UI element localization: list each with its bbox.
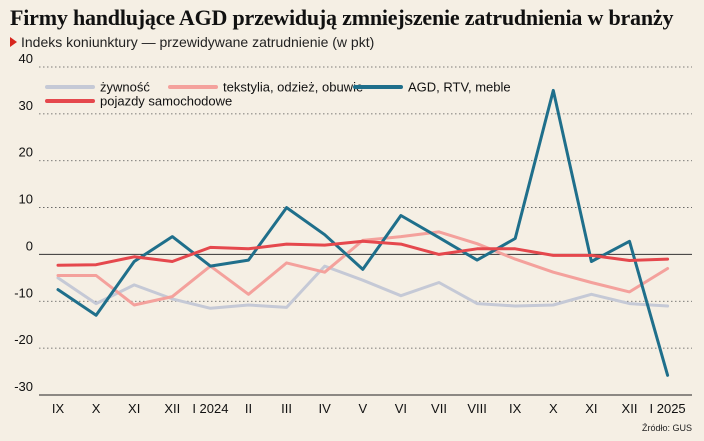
- x-tick-label: XI: [128, 401, 140, 416]
- y-axis-ticks: -30 -20 -10 0 10 20 30 40: [14, 51, 33, 394]
- chart-subtitle: Indeks koniunktury — przewidywane zatrud…: [10, 34, 374, 50]
- x-tick-label: X: [549, 401, 558, 416]
- x-tick-label: VIII: [467, 401, 487, 416]
- y-tick-label: 20: [19, 145, 33, 160]
- legend-label: żywność: [100, 80, 150, 95]
- legend-label: AGD, RTV, meble: [408, 80, 511, 95]
- y-tick-label: 40: [19, 51, 33, 66]
- x-tick-label: XII: [622, 401, 638, 416]
- x-tick-label: VII: [431, 401, 447, 416]
- chart-title: Firmy handlujące AGD przewidują zmniejsz…: [10, 5, 674, 30]
- x-tick-label: IV: [319, 401, 332, 416]
- x-tick-label: III: [281, 401, 292, 416]
- series-line-AGD: [56, 88, 670, 377]
- x-tick-label: I 2024: [192, 401, 228, 416]
- x-tick-label: IX: [509, 401, 522, 416]
- source-note: Źródło: GUS: [641, 423, 692, 433]
- y-tick-label: 0: [26, 238, 33, 253]
- subtitle-marker-icon: [10, 37, 17, 47]
- y-tick-label: 10: [19, 192, 33, 207]
- gridlines: [39, 66, 692, 396]
- x-tick-label: VI: [395, 401, 407, 416]
- series-line-pojazdy: [56, 239, 670, 267]
- series-lines: [56, 88, 670, 377]
- x-tick-label: XII: [164, 401, 180, 416]
- series-line-żywność: [56, 264, 670, 310]
- x-tick-label: X: [92, 401, 101, 416]
- x-tick-label: IX: [52, 401, 65, 416]
- legend-label: tekstylia, odzież, obuwie: [223, 80, 363, 95]
- y-tick-label: -30: [14, 379, 33, 394]
- x-tick-label: V: [358, 401, 367, 416]
- legend-label: pojazdy samochodowe: [100, 94, 232, 109]
- x-tick-label: I 2025: [650, 401, 686, 416]
- x-axis-ticks: IX X XI XII I 2024 II III IV V VI VII VIII IX X XI XII I…: [52, 401, 686, 416]
- x-tick-label: II: [245, 401, 252, 416]
- legend: żywność tekstylia, odzież, obuwie AGD, RTV…: [45, 80, 511, 109]
- y-tick-label: -10: [14, 285, 33, 300]
- x-tick-label: XI: [585, 401, 597, 416]
- y-tick-label: -20: [14, 332, 33, 347]
- y-tick-label: 30: [19, 98, 33, 113]
- subtitle-text: Indeks koniunktury — przewidywane zatrud…: [21, 34, 375, 50]
